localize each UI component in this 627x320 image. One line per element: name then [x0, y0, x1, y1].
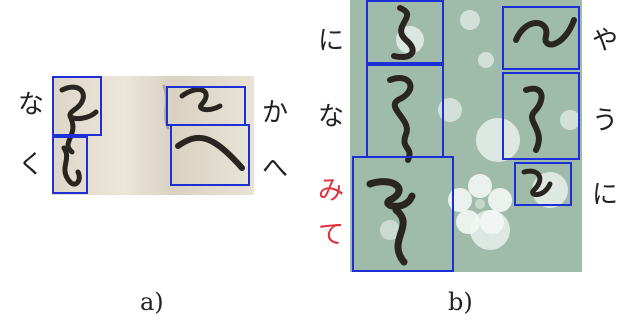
box-a-ku: [52, 136, 88, 194]
label-b-ya: や: [592, 26, 619, 56]
label-a-na: な: [18, 90, 45, 120]
box-a-na: [52, 76, 102, 136]
panel-b-pattern: [366, 5, 580, 266]
caption-b: b): [448, 288, 473, 316]
label-a-ka: か: [262, 98, 289, 128]
label-b-te: て: [318, 220, 345, 250]
box-a-ka: [166, 86, 246, 126]
label-a-ku: く: [18, 150, 45, 180]
label-a-he: へ: [262, 154, 289, 184]
panel-b-image: [350, 0, 582, 272]
box-b-u: [502, 72, 580, 160]
label-b-na: な: [318, 102, 345, 132]
label-b-u: う: [592, 106, 619, 136]
box-b-na: [366, 64, 444, 158]
box-b-ni-right: [514, 162, 572, 206]
box-b-ya: [502, 6, 580, 70]
box-b-ni-left: [366, 0, 444, 64]
box-b-mite: [352, 156, 454, 272]
label-b-mi: み: [318, 176, 345, 206]
box-a-he: [170, 124, 250, 186]
label-b-ni-right: に: [592, 180, 619, 210]
label-b-ni-left: に: [318, 26, 345, 56]
caption-a: a): [140, 288, 164, 316]
